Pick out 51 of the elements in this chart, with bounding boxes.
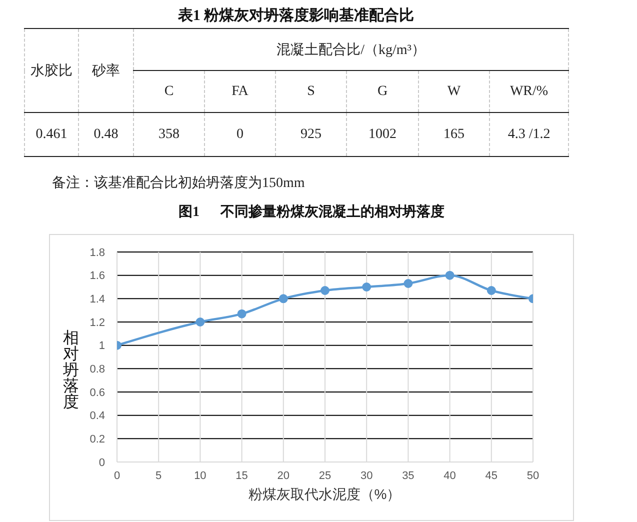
text: 0.48 <box>94 126 118 142</box>
text: WR/% <box>510 84 548 98</box>
point <box>445 270 454 280</box>
point <box>362 282 372 292</box>
point <box>320 286 330 295</box>
text: 0 <box>236 126 244 142</box>
chart-title: 图1 不同掺量粉煤灰混凝土的相对坍落度 <box>178 205 444 220</box>
y-tick-label: 1.8 <box>90 246 105 259</box>
text: 混凝土配合比/（kg/m³） <box>276 42 426 58</box>
x-tick-label: 25 <box>318 470 332 482</box>
text: 砂率 <box>92 64 120 78</box>
y-tick-label: 0.4 <box>90 410 105 422</box>
x-tick-label: 5 <box>156 470 162 482</box>
point <box>278 294 288 304</box>
y-tick-label: 0 <box>98 456 105 469</box>
x-tick-label: 35 <box>402 470 414 482</box>
x-tick-label: 0 <box>114 470 120 482</box>
x-axis-title: 粉煤灰取代水泥度（%） <box>248 486 401 502</box>
x-tick-label: 15 <box>236 470 248 482</box>
y-tick-label: 0.6 <box>90 386 105 399</box>
text: 4.3 /1.2 <box>508 126 550 142</box>
x-tick-label: 50 <box>526 470 540 482</box>
y-tick-label: 1.2 <box>90 316 105 329</box>
text: 1002 <box>368 126 396 142</box>
text: G <box>377 84 388 98</box>
text: 水胶比 <box>30 64 72 78</box>
y-axis-title: 相对坍落度 <box>62 330 80 411</box>
y-tick-label: 0.2 <box>90 434 105 446</box>
y-tick-label: 0.8 <box>90 364 105 376</box>
text: C <box>164 84 174 98</box>
text: 表1 粉煤灰对坍落度影响基准配合比 <box>178 8 414 24</box>
text: 165 <box>444 126 464 142</box>
x-tick-label: 10 <box>194 470 206 482</box>
text: FA <box>232 84 248 98</box>
text: W <box>447 84 461 98</box>
x-tick-label: 20 <box>277 470 290 482</box>
y-tick-label: 1 <box>98 340 105 352</box>
x-tick-label: 40 <box>444 470 456 482</box>
point <box>404 279 413 288</box>
y-tick-label: 1.4 <box>90 294 105 306</box>
text: 备注：该基准配合比初始坍落度为150mm <box>52 176 305 191</box>
y-tick-label: 1.6 <box>90 270 105 282</box>
point <box>486 286 496 295</box>
text: S <box>307 84 315 98</box>
point <box>196 318 205 326</box>
x-tick-label: 45 <box>485 470 498 482</box>
text: 925 <box>300 126 322 142</box>
point <box>237 309 246 318</box>
text: 0.461 <box>36 126 68 142</box>
text: 358 <box>158 126 180 142</box>
x-tick-label: 30 <box>360 470 373 482</box>
